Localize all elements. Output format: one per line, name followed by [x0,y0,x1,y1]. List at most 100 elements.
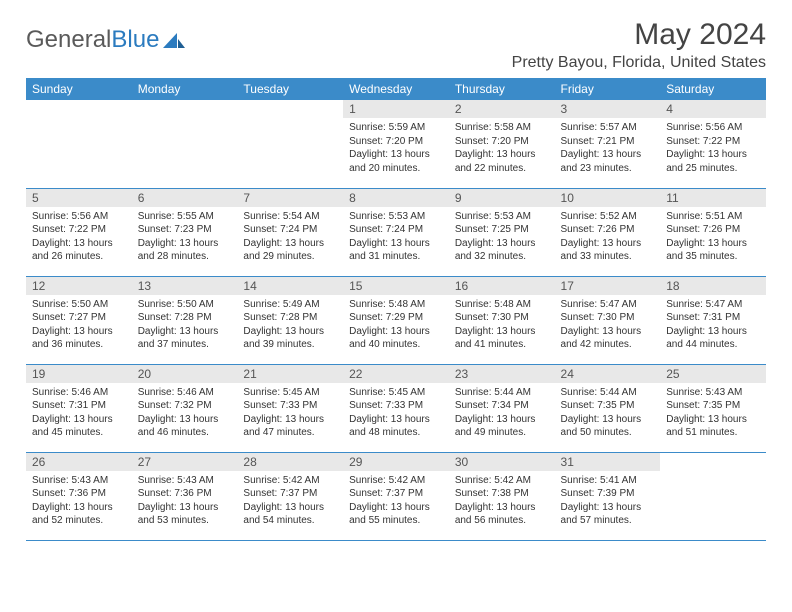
calendar-cell: 17Sunrise: 5:47 AMSunset: 7:30 PMDayligh… [555,276,661,364]
day-details: Sunrise: 5:42 AMSunset: 7:37 PMDaylight:… [237,471,343,532]
day-number: 21 [237,365,343,383]
day-details: Sunrise: 5:48 AMSunset: 7:29 PMDaylight:… [343,295,449,356]
calendar-cell: 30Sunrise: 5:42 AMSunset: 7:38 PMDayligh… [449,452,555,540]
calendar-cell: 14Sunrise: 5:49 AMSunset: 7:28 PMDayligh… [237,276,343,364]
day-details: Sunrise: 5:56 AMSunset: 7:22 PMDaylight:… [26,207,132,268]
day-details: Sunrise: 5:53 AMSunset: 7:25 PMDaylight:… [449,207,555,268]
calendar-cell: 18Sunrise: 5:47 AMSunset: 7:31 PMDayligh… [660,276,766,364]
day-number: 19 [26,365,132,383]
day-number: 7 [237,189,343,207]
day-number: 13 [132,277,238,295]
day-header: Thursday [449,78,555,100]
day-number: 9 [449,189,555,207]
day-details: Sunrise: 5:48 AMSunset: 7:30 PMDaylight:… [449,295,555,356]
day-details: Sunrise: 5:43 AMSunset: 7:36 PMDaylight:… [26,471,132,532]
calendar-cell: 4Sunrise: 5:56 AMSunset: 7:22 PMDaylight… [660,100,766,188]
day-number: 26 [26,453,132,471]
day-details: Sunrise: 5:53 AMSunset: 7:24 PMDaylight:… [343,207,449,268]
day-details: Sunrise: 5:51 AMSunset: 7:26 PMDaylight:… [660,207,766,268]
calendar-body: 1Sunrise: 5:59 AMSunset: 7:20 PMDaylight… [26,100,766,540]
day-number: 3 [555,100,661,118]
calendar-cell: 15Sunrise: 5:48 AMSunset: 7:29 PMDayligh… [343,276,449,364]
calendar-cell: 5Sunrise: 5:56 AMSunset: 7:22 PMDaylight… [26,188,132,276]
calendar-cell: 23Sunrise: 5:44 AMSunset: 7:34 PMDayligh… [449,364,555,452]
day-header: Friday [555,78,661,100]
calendar-cell: 24Sunrise: 5:44 AMSunset: 7:35 PMDayligh… [555,364,661,452]
calendar-cell: 7Sunrise: 5:54 AMSunset: 7:24 PMDaylight… [237,188,343,276]
calendar-cell [660,452,766,540]
calendar-cell: 19Sunrise: 5:46 AMSunset: 7:31 PMDayligh… [26,364,132,452]
calendar-row: 1Sunrise: 5:59 AMSunset: 7:20 PMDaylight… [26,100,766,188]
day-details: Sunrise: 5:46 AMSunset: 7:31 PMDaylight:… [26,383,132,444]
day-details: Sunrise: 5:50 AMSunset: 7:28 PMDaylight:… [132,295,238,356]
day-number: 1 [343,100,449,118]
day-details: Sunrise: 5:45 AMSunset: 7:33 PMDaylight:… [237,383,343,444]
day-number: 31 [555,453,661,471]
day-details: Sunrise: 5:46 AMSunset: 7:32 PMDaylight:… [132,383,238,444]
calendar-cell: 20Sunrise: 5:46 AMSunset: 7:32 PMDayligh… [132,364,238,452]
calendar-cell: 31Sunrise: 5:41 AMSunset: 7:39 PMDayligh… [555,452,661,540]
day-details: Sunrise: 5:44 AMSunset: 7:34 PMDaylight:… [449,383,555,444]
calendar-cell: 10Sunrise: 5:52 AMSunset: 7:26 PMDayligh… [555,188,661,276]
day-details: Sunrise: 5:56 AMSunset: 7:22 PMDaylight:… [660,118,766,179]
day-details: Sunrise: 5:47 AMSunset: 7:31 PMDaylight:… [660,295,766,356]
calendar-cell [237,100,343,188]
calendar-cell: 1Sunrise: 5:59 AMSunset: 7:20 PMDaylight… [343,100,449,188]
day-details: Sunrise: 5:43 AMSunset: 7:35 PMDaylight:… [660,383,766,444]
calendar-cell: 3Sunrise: 5:57 AMSunset: 7:21 PMDaylight… [555,100,661,188]
day-number: 12 [26,277,132,295]
day-details: Sunrise: 5:50 AMSunset: 7:27 PMDaylight:… [26,295,132,356]
day-details: Sunrise: 5:42 AMSunset: 7:38 PMDaylight:… [449,471,555,532]
calendar-cell: 26Sunrise: 5:43 AMSunset: 7:36 PMDayligh… [26,452,132,540]
day-number: 5 [26,189,132,207]
day-number: 14 [237,277,343,295]
calendar-cell: 28Sunrise: 5:42 AMSunset: 7:37 PMDayligh… [237,452,343,540]
day-number: 16 [449,277,555,295]
day-number: 23 [449,365,555,383]
day-details: Sunrise: 5:52 AMSunset: 7:26 PMDaylight:… [555,207,661,268]
day-number: 17 [555,277,661,295]
day-header: Wednesday [343,78,449,100]
calendar-table: Sunday Monday Tuesday Wednesday Thursday… [26,78,766,541]
calendar-row: 5Sunrise: 5:56 AMSunset: 7:22 PMDaylight… [26,188,766,276]
location-text: Pretty Bayou, Florida, United States [512,54,766,72]
calendar-cell: 29Sunrise: 5:42 AMSunset: 7:37 PMDayligh… [343,452,449,540]
day-header: Saturday [660,78,766,100]
day-details: Sunrise: 5:57 AMSunset: 7:21 PMDaylight:… [555,118,661,179]
calendar-cell: 12Sunrise: 5:50 AMSunset: 7:27 PMDayligh… [26,276,132,364]
brand-part1: General [26,26,111,54]
day-number: 10 [555,189,661,207]
day-number: 22 [343,365,449,383]
calendar-page: GeneralBlue May 2024 Pretty Bayou, Flori… [0,0,792,559]
day-details: Sunrise: 5:44 AMSunset: 7:35 PMDaylight:… [555,383,661,444]
month-title: May 2024 [512,18,766,52]
calendar-cell: 16Sunrise: 5:48 AMSunset: 7:30 PMDayligh… [449,276,555,364]
calendar-cell: 2Sunrise: 5:58 AMSunset: 7:20 PMDaylight… [449,100,555,188]
day-details: Sunrise: 5:42 AMSunset: 7:37 PMDaylight:… [343,471,449,532]
day-number: 20 [132,365,238,383]
day-number: 15 [343,277,449,295]
day-details: Sunrise: 5:54 AMSunset: 7:24 PMDaylight:… [237,207,343,268]
day-details: Sunrise: 5:58 AMSunset: 7:20 PMDaylight:… [449,118,555,179]
day-number: 27 [132,453,238,471]
day-details: Sunrise: 5:43 AMSunset: 7:36 PMDaylight:… [132,471,238,532]
day-number: 18 [660,277,766,295]
day-number: 28 [237,453,343,471]
day-details: Sunrise: 5:41 AMSunset: 7:39 PMDaylight:… [555,471,661,532]
day-number: 25 [660,365,766,383]
day-details: Sunrise: 5:47 AMSunset: 7:30 PMDaylight:… [555,295,661,356]
title-block: May 2024 Pretty Bayou, Florida, United S… [512,18,766,72]
day-header: Tuesday [237,78,343,100]
calendar-row: 26Sunrise: 5:43 AMSunset: 7:36 PMDayligh… [26,452,766,540]
day-details: Sunrise: 5:49 AMSunset: 7:28 PMDaylight:… [237,295,343,356]
calendar-cell [26,100,132,188]
calendar-cell: 9Sunrise: 5:53 AMSunset: 7:25 PMDaylight… [449,188,555,276]
day-details: Sunrise: 5:45 AMSunset: 7:33 PMDaylight:… [343,383,449,444]
calendar-cell: 22Sunrise: 5:45 AMSunset: 7:33 PMDayligh… [343,364,449,452]
day-details: Sunrise: 5:59 AMSunset: 7:20 PMDaylight:… [343,118,449,179]
day-number: 6 [132,189,238,207]
brand-logo: GeneralBlue [26,18,185,54]
day-number: 24 [555,365,661,383]
day-number: 4 [660,100,766,118]
brand-part2: Blue [111,26,159,54]
